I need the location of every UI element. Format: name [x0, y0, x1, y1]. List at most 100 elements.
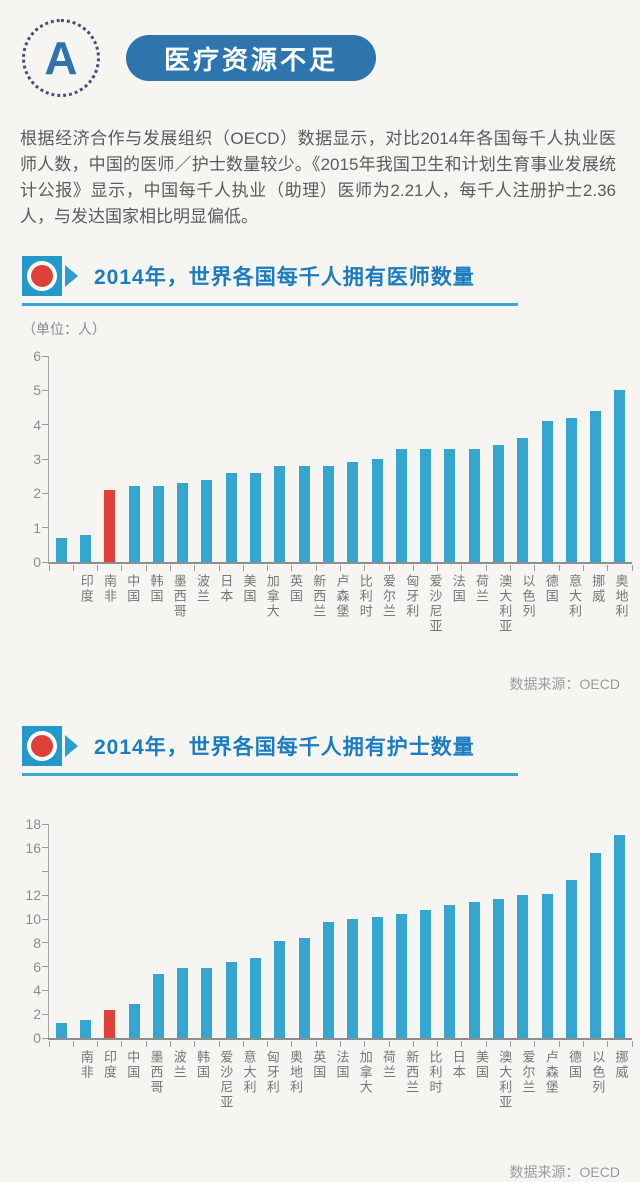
- x-axis-tick: [72, 1041, 74, 1047]
- x-axis-tick: [194, 1041, 196, 1047]
- bar-column: [170, 483, 194, 562]
- bar: [79, 534, 91, 562]
- unit-label: （单位：人）: [22, 321, 106, 337]
- y-axis-label: 4: [33, 982, 41, 999]
- x-axis-tick: [340, 1041, 341, 1047]
- bar-column: [243, 472, 267, 562]
- label-column: 日本: [214, 574, 237, 672]
- chart-title: 2014年，世界各国每千人拥有护士数量: [94, 736, 475, 759]
- label-column: 奥地利: [283, 1050, 306, 1160]
- country-label: 奥地利: [613, 574, 629, 619]
- bar-column: [438, 448, 462, 562]
- y-axis-label: 4: [33, 416, 41, 433]
- x-axis-tick: [510, 565, 512, 571]
- bar-column: [49, 537, 73, 562]
- bar-column: [535, 421, 559, 562]
- y-axis-label: 0: [33, 1030, 41, 1046]
- x-axis-tick: [558, 565, 560, 571]
- label-column: 波兰: [190, 574, 213, 672]
- label-column: 德国: [562, 1050, 585, 1160]
- label-column: 美国: [469, 1050, 492, 1160]
- bar: [177, 967, 189, 1038]
- bar: [517, 438, 529, 562]
- bar: [395, 914, 407, 1038]
- y-axis-tick: [42, 847, 48, 849]
- bar-column: [341, 462, 365, 562]
- x-axis-tick: [242, 565, 244, 571]
- country-label: 印度: [78, 574, 94, 604]
- country-label: 爱沙尼亚: [218, 1050, 234, 1110]
- country-label: 波兰: [171, 1050, 187, 1080]
- x-axis-tick: [364, 1041, 366, 1047]
- country-label: 法国: [450, 574, 466, 604]
- bar: [250, 472, 262, 562]
- x-axis-tick: [437, 1041, 439, 1047]
- country-label: 加拿大: [264, 574, 280, 619]
- y-axis-tick: [42, 871, 48, 873]
- bar-column: [486, 898, 510, 1038]
- country-label: 英国: [288, 574, 304, 604]
- country-label: 英国: [311, 1050, 327, 1080]
- bar-column: [486, 445, 510, 562]
- x-axis-tick: [315, 1041, 317, 1047]
- bar: [565, 879, 577, 1038]
- x-axis-tick: [388, 1041, 390, 1047]
- bar-column: [243, 958, 267, 1038]
- x-axis-tick: [145, 565, 147, 571]
- label-column: 澳大利亚: [493, 574, 516, 672]
- bar: [468, 902, 480, 1038]
- y-axis-tick: [42, 424, 48, 426]
- country-label: 奥地利: [288, 1050, 304, 1095]
- y-axis-tick: [42, 966, 48, 968]
- bar-column: [413, 909, 437, 1038]
- bar-column: [462, 902, 486, 1038]
- bar-column: [98, 1009, 122, 1038]
- bar: [614, 390, 626, 562]
- y-axis-tick: [42, 389, 48, 391]
- label-column: 匈牙利: [260, 1050, 283, 1160]
- label-column: 意大利: [237, 1050, 260, 1160]
- label-column: 卢森堡: [330, 574, 353, 672]
- y-axis-label: 6: [33, 348, 41, 364]
- bar-column: [559, 879, 583, 1038]
- bar: [274, 465, 286, 562]
- country-label: 南非: [78, 1050, 94, 1080]
- bar: [565, 417, 577, 562]
- y-axis-tick: [42, 492, 48, 494]
- country-label: 匈牙利: [264, 1050, 280, 1095]
- bar: [322, 465, 334, 562]
- label-column: 加拿大: [260, 574, 283, 672]
- bar: [395, 448, 407, 562]
- section-title-pill: 医疗资源不足: [126, 35, 377, 81]
- bar-column: [122, 486, 146, 562]
- country-label: 德国: [543, 574, 559, 604]
- label-column: 中国: [121, 1050, 144, 1160]
- country-label: 印度: [102, 1050, 118, 1080]
- bar-column: [122, 1003, 146, 1038]
- x-axis-tick: [631, 1041, 633, 1047]
- x-axis-tick: [121, 1041, 123, 1047]
- bar-column: [365, 916, 389, 1038]
- country-label: 比利时: [357, 574, 373, 619]
- x-axis-tick: [412, 1041, 414, 1047]
- bar: [492, 445, 504, 562]
- label-column: 中国: [121, 574, 144, 672]
- bar: [128, 1003, 140, 1038]
- bar-column: [413, 448, 437, 562]
- chart-header: 2014年，世界各国每千人拥有医师数量: [22, 256, 518, 306]
- country-label: 爱尔兰: [381, 574, 397, 619]
- bar-column: [511, 438, 535, 562]
- x-axis-tick: [97, 1041, 99, 1047]
- bar: [322, 921, 334, 1038]
- label-column: 法国: [446, 574, 469, 672]
- x-axis-tick: [534, 1041, 536, 1047]
- x-axis-tick: [218, 1041, 220, 1047]
- x-axis-tick: [582, 1041, 584, 1047]
- bar-column: [389, 448, 413, 562]
- country-label: 新西兰: [404, 1050, 420, 1095]
- x-axis-tick: [461, 565, 463, 571]
- label-column: 印度: [74, 574, 97, 672]
- bar-column: [98, 489, 122, 562]
- y-axis-label: 10: [25, 911, 41, 928]
- bar: [420, 909, 432, 1038]
